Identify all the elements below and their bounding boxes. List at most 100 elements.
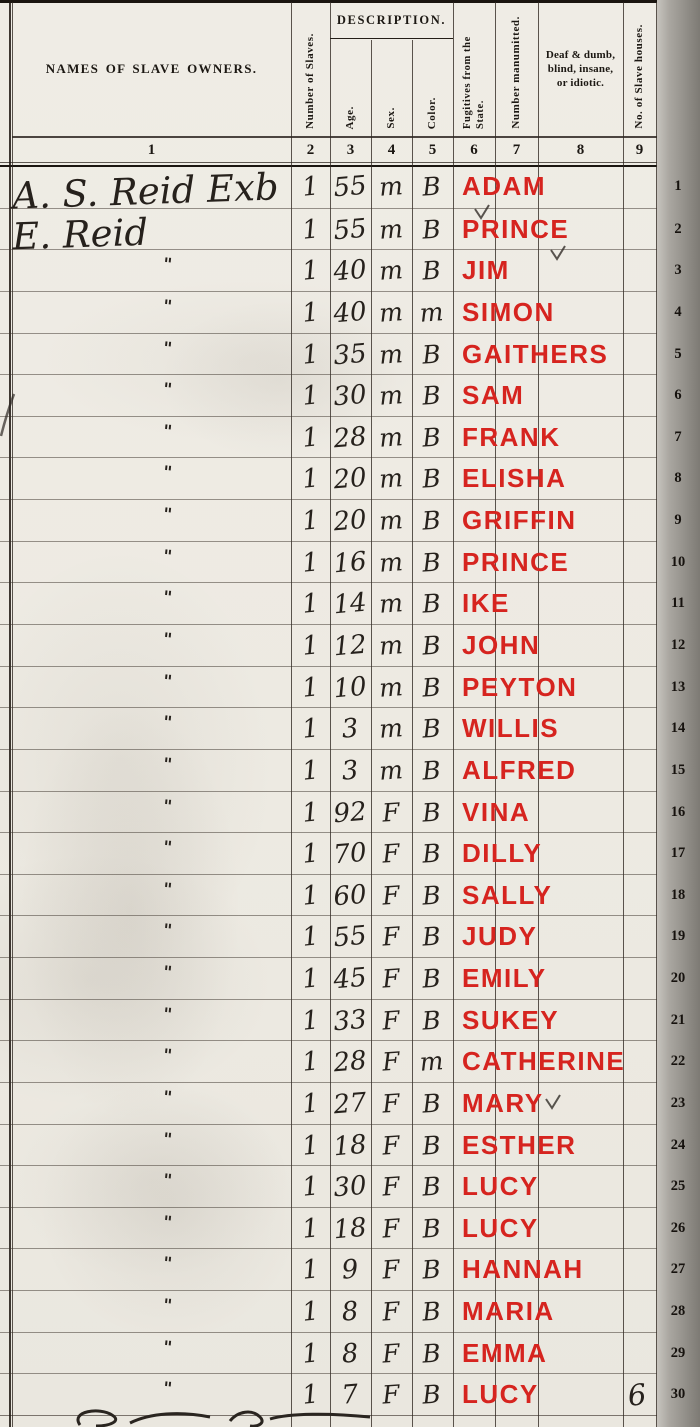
owner-name-cell: " <box>162 629 174 651</box>
table-row: " 1 33 F B SUKEY 21 <box>0 998 685 1043</box>
annotation-name: LUCY <box>462 1171 539 1202</box>
color-cell: B <box>421 547 442 578</box>
table-row: " 1 60 F B SALLY 18 <box>0 873 685 917</box>
slave-houses-cell <box>616 164 658 209</box>
sex-cell: F <box>381 1088 401 1119</box>
sex-cell: m <box>378 630 404 661</box>
color-cell: B <box>421 505 442 536</box>
slave-houses-cell <box>616 706 658 751</box>
color-cell: B <box>421 588 442 619</box>
row-line-number: 11 <box>671 595 685 612</box>
color-cell: B <box>421 1171 442 1202</box>
column-number-9: 9 <box>635 142 644 158</box>
annotation-name: DILLY <box>462 838 543 869</box>
slave-houses-cell <box>616 248 658 293</box>
page-edge-margin <box>657 0 700 1427</box>
col-rule <box>371 40 372 1427</box>
annotation-name: HANNAH <box>462 1254 584 1285</box>
column-number-7: 7 <box>512 142 521 158</box>
col-rule <box>291 2 292 1427</box>
paper-stain <box>40 1080 300 1340</box>
age-cell: 3 <box>340 713 360 745</box>
color-cell: B <box>421 463 442 495</box>
row-line-number: 27 <box>670 1261 686 1278</box>
sex-cell: F <box>381 1296 401 1327</box>
row-line-number: 23 <box>670 1094 686 1111</box>
table-row: " 1 16 m B PRINCE 10 <box>0 540 685 584</box>
color-cell: B <box>421 713 442 744</box>
slave-houses-cell <box>616 1164 658 1209</box>
color-cell: B <box>421 1213 442 1244</box>
stray-pen-stroke <box>0 393 16 437</box>
annotation-name: LUCY <box>462 1379 539 1410</box>
row-line-number: 17 <box>670 845 686 862</box>
header-deaf-dumb-blind: Deaf & dumb, blind, insane, or idiotic. <box>545 49 616 89</box>
table-row: " 1 28 F m CATHERINE 22 <box>0 1040 685 1083</box>
table-row: " 1 55 F B JUDY 19 <box>0 915 685 958</box>
table-row: " 1 35 m B GAITHERS 5 <box>0 332 682 376</box>
sex-cell: m <box>378 171 404 202</box>
color-cell: m <box>418 297 445 328</box>
age-cell: 27 <box>332 1087 368 1121</box>
color-cell: B <box>421 1338 442 1369</box>
annotation-name: JOHN <box>462 629 541 660</box>
row-line-number: 3 <box>674 262 682 279</box>
sex-cell: F <box>381 1171 401 1202</box>
sex-cell: F <box>381 880 401 911</box>
age-cell: 70 <box>332 837 368 871</box>
owner-name-cell: " <box>162 296 174 318</box>
annotation-name: PRINCE <box>462 546 570 577</box>
owner-name-cell: " <box>162 463 174 484</box>
row-line-number: 24 <box>670 1136 686 1153</box>
annotation-name: ESTHER <box>462 1129 577 1160</box>
header-number-of-slaves: Number of Slaves. <box>304 33 316 129</box>
slave-houses-cell <box>616 1206 658 1251</box>
table-row: " 1 40 m m SIMON 4 <box>0 290 682 335</box>
col-rule <box>538 2 539 1427</box>
column-number-3: 3 <box>346 142 355 158</box>
annotation-name: GRIFFIN <box>462 505 577 536</box>
color-cell: B <box>421 214 442 245</box>
color-cell: B <box>421 380 442 411</box>
sex-cell: m <box>378 213 404 245</box>
row-line-number: 26 <box>670 1219 686 1236</box>
col-rule <box>12 2 13 1427</box>
table-row: E. Reid 1 55 m B PRINCE 2 <box>0 207 682 258</box>
color-cell: B <box>421 1088 442 1119</box>
table-row: " 1 9 F B HANNAH 27 <box>0 1248 685 1291</box>
slave-houses-cell <box>616 665 658 710</box>
table-row: " 1 3 m B ALFRED 15 <box>0 748 685 792</box>
color-cell: B <box>421 255 442 286</box>
header-no-of-slave-houses: No. of Slave houses. <box>633 24 645 129</box>
header-color: Color. <box>426 96 438 129</box>
slave-houses-cell <box>616 290 658 335</box>
header-bottom-rule <box>0 164 657 167</box>
row-line-number: 14 <box>670 720 686 737</box>
header-names-of-slave-owners: NAMES OF SLAVE OWNERS. <box>12 2 291 136</box>
color-cell: B <box>421 338 442 370</box>
annotation-name: VINA <box>462 796 531 827</box>
row-line-number: 4 <box>674 303 682 320</box>
table-row: " 1 70 F B DILLY 17 <box>0 832 685 875</box>
table-right-rule <box>656 2 657 1427</box>
slave-houses-cell <box>616 998 658 1043</box>
table-row: " 1 18 F B LUCY 26 <box>0 1206 685 1251</box>
age-cell: 8 <box>340 1296 360 1328</box>
column-number-6: 6 <box>470 142 478 158</box>
paper-stain <box>20 700 240 1120</box>
owner-name-cell: " <box>162 546 174 568</box>
slave-houses-cell <box>616 1123 658 1168</box>
header-fugitives-from-state: Fugitives from the State. <box>462 36 486 129</box>
col-rule <box>412 40 413 1427</box>
sex-cell: m <box>378 713 404 745</box>
slave-houses-cell <box>616 1331 658 1376</box>
annotation-name: SUKEY <box>462 1004 560 1035</box>
row-line-number: 22 <box>670 1053 686 1070</box>
slave-houses-cell <box>616 1081 658 1126</box>
header-description-label: DESCRIPTION. <box>336 12 447 27</box>
slave-houses-cell <box>616 956 658 1001</box>
sex-cell: F <box>381 1129 401 1161</box>
row-line-number: 29 <box>670 1344 686 1361</box>
slave-houses-cell <box>616 623 658 668</box>
age-cell: 20 <box>332 504 368 538</box>
